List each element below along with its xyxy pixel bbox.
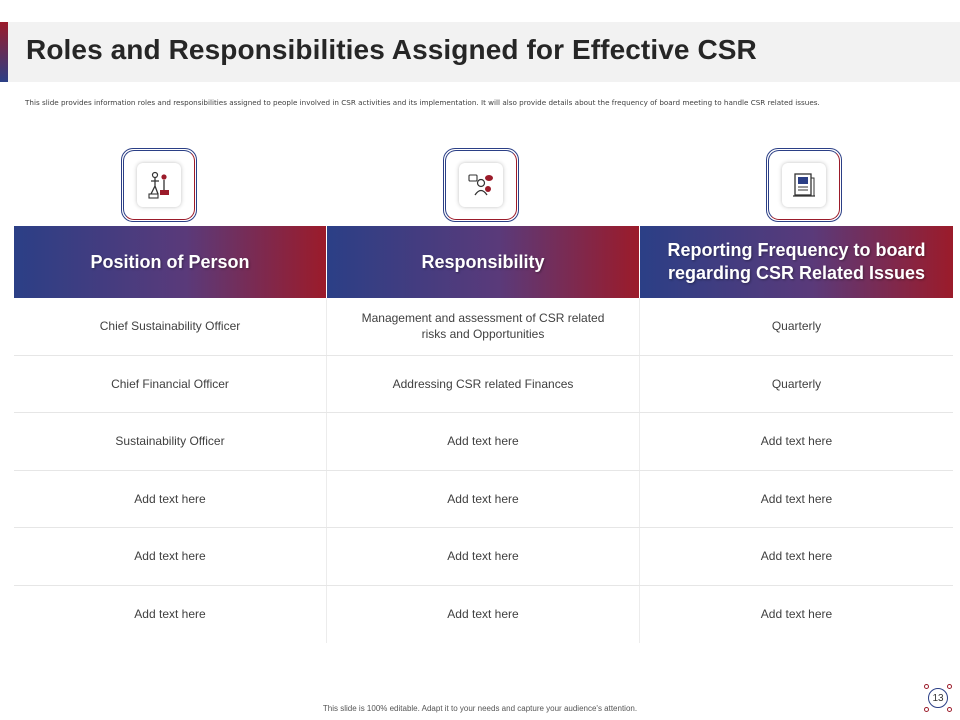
table-row: Add text here Add text here Add text her… (14, 585, 953, 643)
table-cell: Add text here (327, 585, 640, 643)
table-cell: Add text here (760, 491, 833, 506)
decor-dot (924, 707, 929, 712)
header-reporting-frequency: Reporting Frequency to board regarding C… (640, 226, 953, 298)
header-responsibility: Responsibility (327, 226, 640, 298)
title-accent-bar (0, 22, 8, 82)
table-cell: Chief Sustainability Officer (14, 298, 327, 355)
decor-dot (947, 684, 952, 689)
table-cell: Add text here (760, 549, 833, 564)
presenter-chat-icon (459, 163, 503, 207)
table-cell: Quarterly (771, 376, 822, 391)
teamwork-achievement-icon (137, 163, 181, 207)
table-cell: Management and assessment of CSR related… (327, 298, 640, 355)
responsibility-icon-box (443, 148, 519, 222)
reporting-icon-box (766, 148, 842, 222)
table-cell: Add text here (327, 470, 640, 527)
table-cell: Add text here (760, 607, 833, 622)
position-icon-box (121, 148, 197, 222)
page-number-badge: 13 (924, 684, 952, 712)
slide-subtitle: This slide provides information roles an… (25, 98, 820, 107)
table-cell: Chief Financial Officer (14, 355, 327, 412)
table-cell: Add text here (760, 434, 833, 449)
table-row: Add text here Add text here Add text her… (14, 470, 953, 528)
table-cell: Sustainability Officer (14, 413, 327, 470)
table-row: Add text here Add text here Add text her… (14, 528, 953, 586)
table-cell: Add text here (327, 528, 640, 585)
report-document-icon (782, 163, 826, 207)
table-row: Chief Sustainability Officer Management … (14, 298, 953, 356)
table-cell: Add text here (14, 528, 327, 585)
decor-dot (924, 684, 929, 689)
table-cell: Quarterly (771, 319, 822, 334)
decor-dot (947, 707, 952, 712)
table-cell: Add text here (327, 413, 640, 470)
table-cell: Add text here (14, 585, 327, 643)
table-cell: Addressing CSR related Finances (327, 355, 640, 412)
slide-title: Roles and Responsibilities Assigned for … (26, 34, 757, 65)
header-position: Position of Person (14, 226, 327, 298)
slide-footer: This slide is 100% editable. Adapt it to… (322, 704, 638, 713)
table-header-row: Position of Person Responsibility Report… (14, 226, 953, 298)
table-cell: Add text here (14, 470, 327, 527)
table-row: Sustainability Officer Add text here Add… (14, 413, 953, 471)
roles-table: Position of Person Responsibility Report… (14, 226, 953, 643)
page-number: 13 (928, 688, 948, 708)
title-bar (8, 22, 960, 82)
table-row: Chief Financial Officer Addressing CSR r… (14, 355, 953, 413)
